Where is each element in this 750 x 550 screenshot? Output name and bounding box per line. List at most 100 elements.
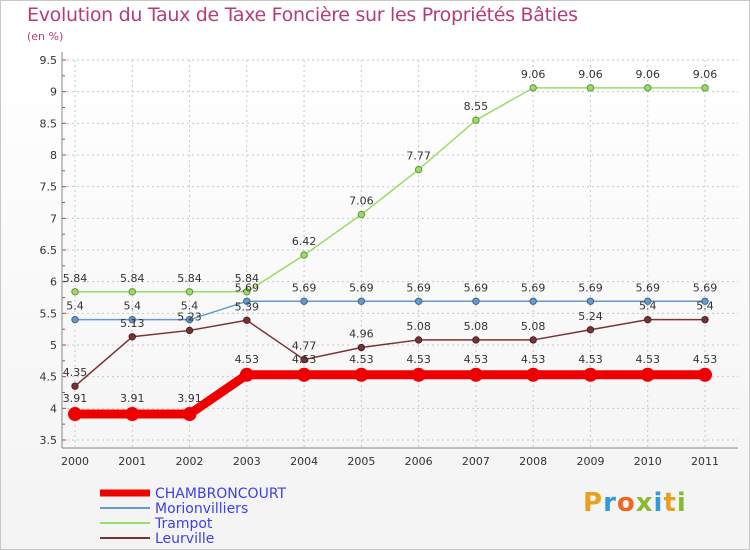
data-point-morionvilliers (128, 315, 136, 324)
data-point-chambroncourt (68, 407, 82, 422)
data-label-morionvilliers: 5.69 (292, 281, 317, 294)
x-tick-label: 2008 (519, 455, 547, 468)
y-tick-label: 8.5 (40, 117, 58, 130)
series-line-leurville (74, 318, 706, 387)
x-tick-label: 2004 (290, 455, 318, 468)
data-label-morionvilliers: 5.4 (181, 300, 199, 313)
data-label-trampot: 7.06 (349, 195, 374, 208)
series-line-chambroncourt (70, 370, 710, 419)
data-label-chambroncourt: 3.91 (120, 392, 145, 405)
data-label-trampot: 5.84 (235, 272, 260, 285)
data-label-leurville: 4.77 (292, 340, 317, 353)
data-point-leurville (300, 355, 308, 364)
data-label-leurville: 5.13 (120, 317, 145, 330)
data-label-morionvilliers: 5.69 (235, 281, 260, 294)
data-point-leurville (529, 336, 537, 344)
logo-letter: i (676, 488, 687, 518)
data-point-leurville (586, 326, 595, 334)
data-label-morionvilliers: 5.69 (406, 281, 431, 294)
x-tick-label: 2009 (576, 455, 604, 468)
data-point-trampot (300, 251, 308, 259)
logo-letter: x (635, 488, 654, 518)
logo-letter: o (616, 488, 636, 518)
data-label-leurville: 5.08 (406, 320, 431, 333)
data-point-chambroncourt (583, 367, 598, 382)
data-label-morionvilliers: 5.69 (464, 281, 489, 294)
data-label-morionvilliers: 5.69 (349, 281, 374, 294)
data-point-trampot (586, 84, 595, 92)
data-label-leurville: 5.4 (696, 300, 714, 313)
data-label-chambroncourt: 4.53 (292, 353, 317, 366)
x-tick-label: 2011 (691, 455, 719, 468)
data-label-leurville: 4.96 (349, 328, 374, 341)
data-label-morionvilliers: 5.69 (578, 281, 603, 294)
data-labels: 3.91 3.91 3.91 4.53 4.53 4.53 4.53 4.53 4.53 4.53… (63, 68, 718, 405)
data-point-chambroncourt (297, 367, 312, 382)
data-point-morionvilliers (300, 297, 308, 305)
legend-label-chambroncourt: CHAMBRONCOURT (155, 486, 287, 502)
data-point-leurville (71, 382, 79, 390)
data-label-trampot: 8.55 (464, 100, 489, 113)
data-label-leurville: 5.08 (464, 320, 489, 333)
data-label-leurville: 5.24 (578, 310, 603, 323)
data-point-morionvilliers (472, 297, 480, 305)
data-label-morionvilliers: 5.4 (124, 300, 142, 313)
data-point-leurville (243, 316, 251, 324)
data-point-morionvilliers (185, 315, 194, 324)
data-point-leurville (185, 326, 194, 335)
x-tick-label: 2006 (405, 455, 433, 468)
y-tick-label: 9.5 (40, 54, 58, 67)
data-point-trampot (414, 165, 423, 174)
data-label-leurville: 5.39 (235, 300, 260, 313)
data-label-chambroncourt: 4.53 (578, 353, 603, 366)
logo-letter: P (583, 488, 604, 518)
legend: CHAMBRONCOURTMorionvilliersTrampotLeurvi… (100, 486, 287, 547)
y-tick-label: 7 (50, 212, 57, 225)
data-label-chambroncourt: 4.53 (693, 353, 718, 366)
data-point-leurville (128, 333, 136, 341)
data-point-morionvilliers (644, 297, 652, 305)
data-point-trampot (529, 84, 537, 92)
data-point-leurville (357, 343, 366, 352)
x-tick-label: 2007 (462, 455, 490, 468)
legend-label-leurville: Leurville (155, 531, 214, 547)
series-line-trampot (74, 87, 706, 293)
logo-letter: r (603, 488, 617, 518)
data-point-trampot (243, 288, 251, 296)
data-label-trampot: 5.84 (63, 272, 88, 285)
data-label-trampot: 7.77 (406, 150, 431, 163)
y-tick-label: 4.5 (40, 371, 58, 384)
data-label-trampot: 9.06 (521, 68, 546, 81)
y-tick-label: 3.5 (40, 434, 58, 447)
data-point-trampot (701, 84, 709, 92)
data-point-trampot (185, 288, 194, 296)
y-tick-label: 9 (50, 86, 57, 99)
x-tick-label: 2003 (233, 455, 261, 468)
x-tick-label: 2010 (634, 455, 662, 468)
data-label-trampot: 5.84 (120, 272, 145, 285)
data-label-leurville: 5.4 (639, 300, 657, 313)
data-label-leurville: 4.35 (63, 366, 88, 379)
data-label-morionvilliers: 5.69 (635, 281, 660, 294)
data-point-chambroncourt (526, 367, 541, 382)
y-tick-label: 8 (50, 149, 57, 162)
data-label-leurville: 5.08 (521, 320, 546, 333)
data-point-trampot (357, 210, 366, 219)
data-point-morionvilliers (586, 297, 595, 305)
series-group (68, 84, 712, 422)
data-point-chambroncourt (354, 367, 369, 382)
data-label-trampot: 9.06 (578, 68, 603, 81)
data-label-trampot: 9.06 (693, 68, 718, 81)
data-point-morionvilliers (414, 297, 423, 305)
data-point-leurville (414, 336, 423, 344)
data-label-morionvilliers: 5.69 (521, 281, 546, 294)
data-point-chambroncourt (182, 407, 197, 422)
y-tick-label: 7.5 (40, 181, 58, 194)
y-tick-label: 4 (50, 402, 57, 415)
data-label-morionvilliers: 5.69 (693, 281, 718, 294)
series-line-morionvilliers (74, 300, 706, 321)
data-point-trampot (128, 288, 136, 296)
data-label-chambroncourt: 4.53 (521, 353, 546, 366)
